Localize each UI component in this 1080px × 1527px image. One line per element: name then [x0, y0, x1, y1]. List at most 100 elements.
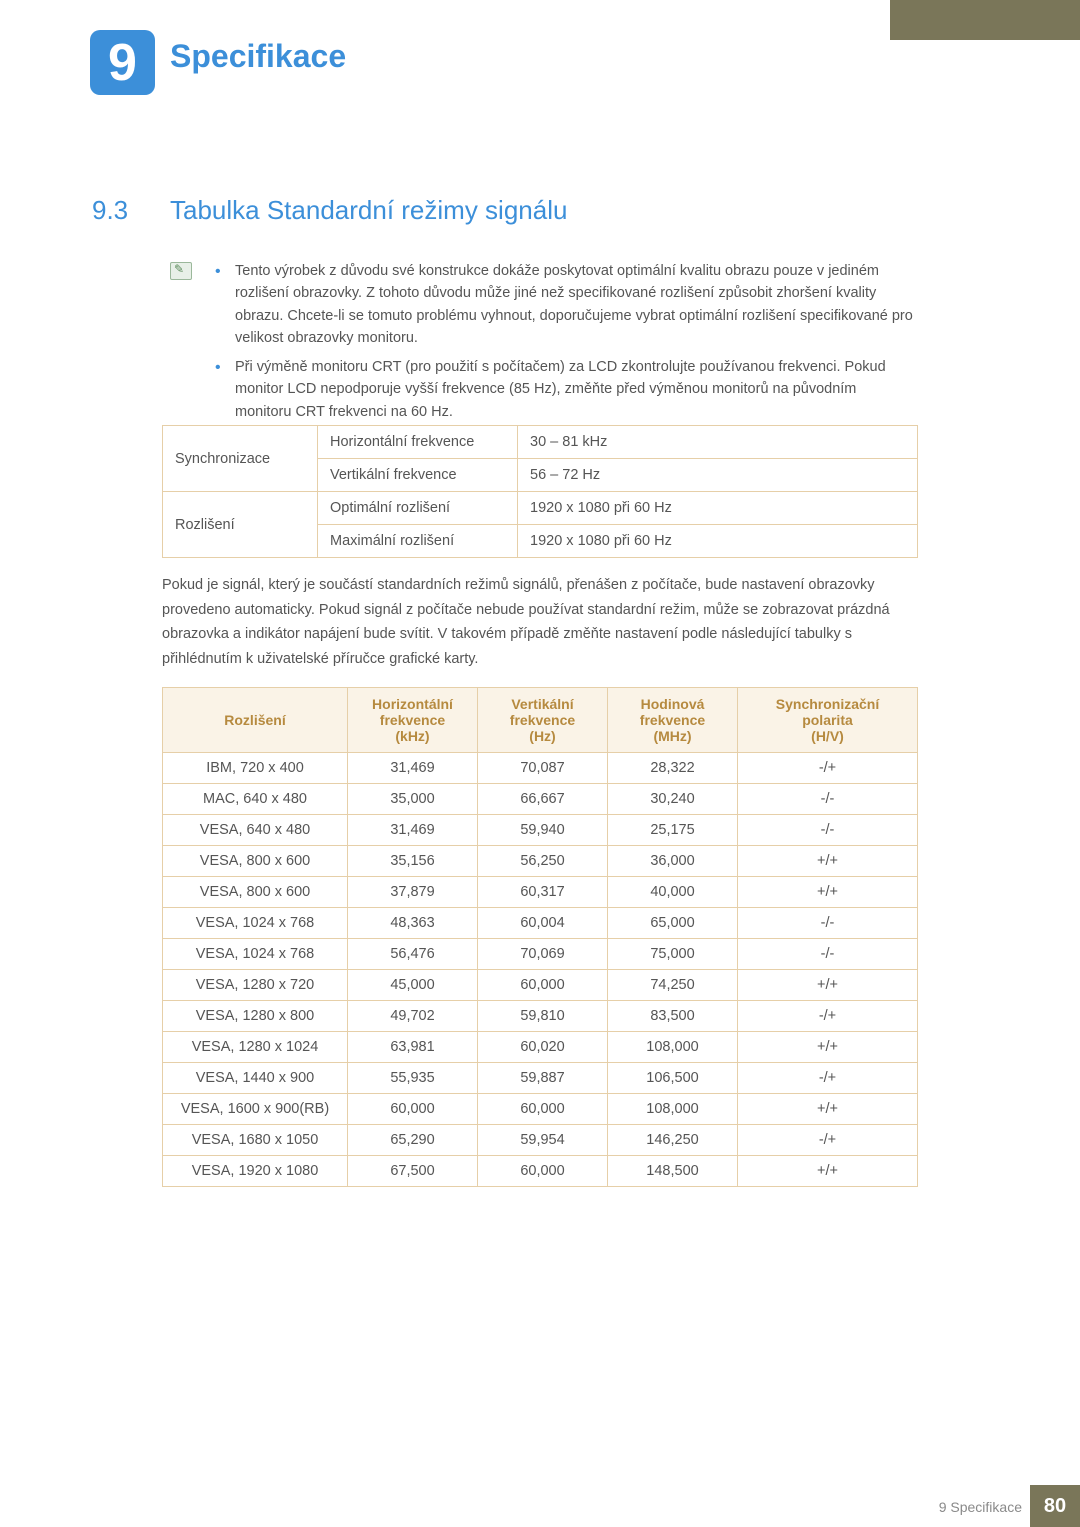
col-header: Vertikálnífrekvence(Hz): [478, 688, 608, 753]
cell: 59,954: [478, 1125, 608, 1156]
table-row: VESA, 1680 x 105065,29059,954146,250-/+: [163, 1125, 918, 1156]
spec-table: Synchronizace Horizontální frekvence 30 …: [162, 425, 918, 558]
cell: 45,000: [348, 970, 478, 1001]
cell: 106,500: [608, 1063, 738, 1094]
cell: 60,020: [478, 1032, 608, 1063]
table-row: VESA, 1280 x 102463,98160,020108,000+/+: [163, 1032, 918, 1063]
cell: 65,000: [608, 908, 738, 939]
bullet-item: Tento výrobek z důvodu své konstrukce do…: [215, 260, 915, 350]
table-row: VESA, 1280 x 72045,00060,00074,250+/+: [163, 970, 918, 1001]
cell: 1920 x 1080 při 60 Hz: [518, 525, 918, 558]
cell: 83,500: [608, 1001, 738, 1032]
table-row: VESA, 1600 x 900(RB)60,00060,000108,000+…: [163, 1094, 918, 1125]
cell: 60,000: [348, 1094, 478, 1125]
col-header: Synchronizačnípolarita(H/V): [738, 688, 918, 753]
cell: Vertikální frekvence: [318, 459, 518, 492]
cell: VESA, 1680 x 1050: [163, 1125, 348, 1156]
table-row: Synchronizace Horizontální frekvence 30 …: [163, 426, 918, 459]
cell: +/+: [738, 846, 918, 877]
cell: 35,000: [348, 784, 478, 815]
cell: 146,250: [608, 1125, 738, 1156]
cell: +/+: [738, 1156, 918, 1187]
cell: 35,156: [348, 846, 478, 877]
table-row: VESA, 800 x 60037,87960,31740,000+/+: [163, 877, 918, 908]
cell: -/+: [738, 1063, 918, 1094]
cell: 36,000: [608, 846, 738, 877]
cell: 60,000: [478, 1094, 608, 1125]
cell: VESA, 1600 x 900(RB): [163, 1094, 348, 1125]
section-title: Tabulka Standardní režimy signálu: [170, 195, 567, 226]
cell: VESA, 1440 x 900: [163, 1063, 348, 1094]
cell: 66,667: [478, 784, 608, 815]
cell: 65,290: [348, 1125, 478, 1156]
cell: 70,087: [478, 753, 608, 784]
cell: 63,981: [348, 1032, 478, 1063]
cell: 56,476: [348, 939, 478, 970]
section-number: 9.3: [92, 195, 128, 226]
table-row: VESA, 800 x 60035,15656,25036,000+/+: [163, 846, 918, 877]
cell: 48,363: [348, 908, 478, 939]
cell: 59,940: [478, 815, 608, 846]
cell: 30,240: [608, 784, 738, 815]
cell: VESA, 800 x 600: [163, 846, 348, 877]
table-row: Rozlišení Optimální rozlišení 1920 x 108…: [163, 492, 918, 525]
cell: 25,175: [608, 815, 738, 846]
chapter-number-box: 9: [90, 30, 155, 95]
table-row: MAC, 640 x 48035,00066,66730,240-/-: [163, 784, 918, 815]
cell: VESA, 1024 x 768: [163, 908, 348, 939]
cell: 60,317: [478, 877, 608, 908]
cell: 37,879: [348, 877, 478, 908]
note-icon: [170, 262, 192, 280]
cell: 56 – 72 Hz: [518, 459, 918, 492]
cell: 108,000: [608, 1094, 738, 1125]
cell: +/+: [738, 877, 918, 908]
note-bullets: Tento výrobek z důvodu své konstrukce do…: [215, 260, 915, 429]
cell: -/+: [738, 1001, 918, 1032]
table-row: IBM, 720 x 40031,46970,08728,322-/+: [163, 753, 918, 784]
col-header: Hodinováfrekvence(MHz): [608, 688, 738, 753]
cell: 56,250: [478, 846, 608, 877]
cell: -/-: [738, 908, 918, 939]
cell: 30 – 81 kHz: [518, 426, 918, 459]
table-header-row: Rozlišení Horizontálnífrekvence(kHz) Ver…: [163, 688, 918, 753]
cell: Horizontální frekvence: [318, 426, 518, 459]
cell: VESA, 1280 x 720: [163, 970, 348, 1001]
cell: 28,322: [608, 753, 738, 784]
cell: +/+: [738, 1094, 918, 1125]
cell: 148,500: [608, 1156, 738, 1187]
cell: 40,000: [608, 877, 738, 908]
paragraph: Pokud je signál, který je součástí stand…: [162, 573, 918, 672]
table-row: VESA, 1024 x 76856,47670,06975,000-/-: [163, 939, 918, 970]
cell: -/+: [738, 753, 918, 784]
table-row: VESA, 1024 x 76848,36360,00465,000-/-: [163, 908, 918, 939]
cell: VESA, 800 x 600: [163, 877, 348, 908]
chapter-number: 9: [108, 33, 137, 93]
table-row: VESA, 640 x 48031,46959,94025,175-/-: [163, 815, 918, 846]
col-header: Rozlišení: [163, 688, 348, 753]
cell: 55,935: [348, 1063, 478, 1094]
cell: Rozlišení: [163, 492, 318, 558]
cell: VESA, 1024 x 768: [163, 939, 348, 970]
table-row: VESA, 1280 x 80049,70259,81083,500-/+: [163, 1001, 918, 1032]
cell: Maximální rozlišení: [318, 525, 518, 558]
cell: MAC, 640 x 480: [163, 784, 348, 815]
cell: VESA, 1280 x 1024: [163, 1032, 348, 1063]
cell: 59,810: [478, 1001, 608, 1032]
bullet-item: Při výměně monitoru CRT (pro použití s p…: [215, 356, 915, 423]
cell: -/-: [738, 815, 918, 846]
cell: IBM, 720 x 400: [163, 753, 348, 784]
cell: +/+: [738, 970, 918, 1001]
cell: VESA, 1920 x 1080: [163, 1156, 348, 1187]
footer-page-number: 80: [1030, 1485, 1080, 1527]
cell: 1920 x 1080 při 60 Hz: [518, 492, 918, 525]
cell: -/-: [738, 939, 918, 970]
cell: 49,702: [348, 1001, 478, 1032]
cell: 108,000: [608, 1032, 738, 1063]
cell: -/-: [738, 784, 918, 815]
cell: 60,000: [478, 970, 608, 1001]
cell: 31,469: [348, 815, 478, 846]
page-footer: 9 Specifikace 80: [0, 1485, 1080, 1527]
cell: 67,500: [348, 1156, 478, 1187]
cell: Synchronizace: [163, 426, 318, 492]
cell: Optimální rozlišení: [318, 492, 518, 525]
